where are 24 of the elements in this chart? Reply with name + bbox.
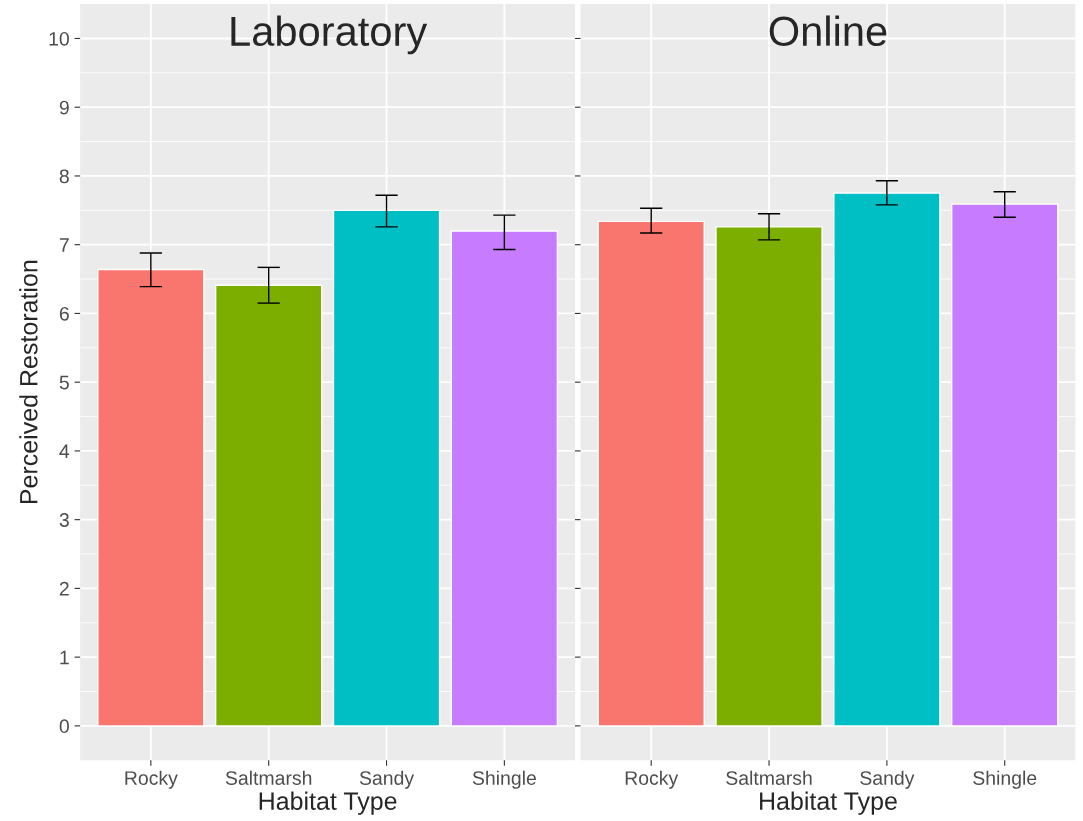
x-tick-label: Saltmarsh — [225, 770, 312, 785]
y-tick-label: 1 — [60, 650, 69, 665]
y-tick-label: 6 — [59, 306, 69, 321]
x-tick-label: Rocky — [625, 770, 679, 789]
x-axis-title: Habitat Type — [259, 791, 397, 815]
y-tick-label: 4 — [59, 444, 70, 458]
y-tick-label: 3 — [59, 513, 69, 527]
y-axis-title: Perceived Restoration — [19, 260, 38, 504]
x-tick-label: Saltmarsh — [726, 770, 812, 785]
x-tick-label: Shingle — [973, 770, 1037, 789]
x-axis-title: Habitat Type — [760, 791, 897, 815]
y-tick-label: 10 — [49, 31, 69, 46]
x-tick-label: Sandy — [359, 770, 415, 789]
chart-title: Online — [769, 15, 887, 47]
y-tick-label: 0 — [59, 719, 69, 734]
y-tick-label: 8 — [59, 169, 69, 184]
y-tick-label: 7 — [59, 238, 69, 252]
y-tick-label: 5 — [59, 375, 69, 390]
y-tick-label: 9 — [59, 100, 69, 115]
x-tick-label: Shingle — [472, 770, 536, 789]
x-tick-label: Rocky — [125, 770, 178, 789]
chart-title: Laboratory — [231, 15, 428, 55]
y-tick-label: 2 — [59, 581, 69, 596]
x-tick-label: Sandy — [860, 770, 915, 789]
